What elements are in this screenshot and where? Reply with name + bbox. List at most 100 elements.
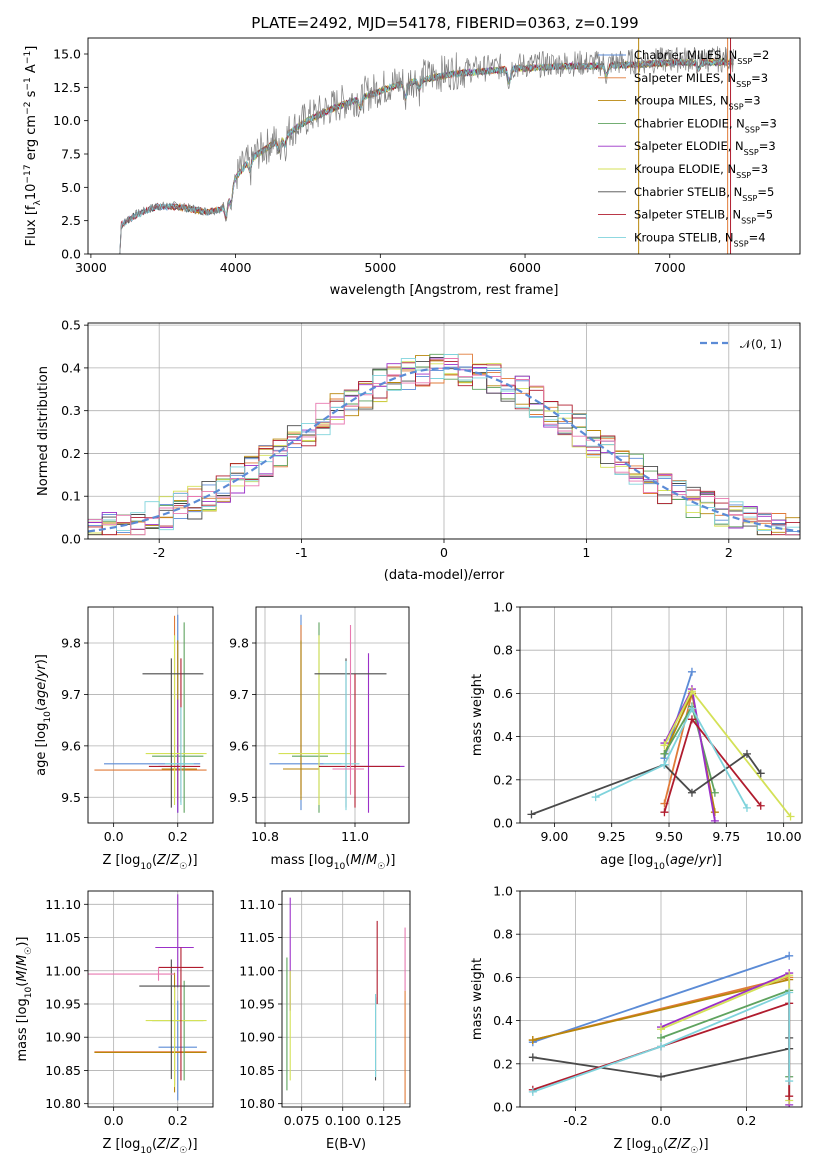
y-axis-label-part: M <box>15 955 30 966</box>
y-axis-label-part: −2 <box>23 102 33 115</box>
legend-entry-part: Kroupa STELIB, N <box>634 230 734 244</box>
y-tick-label: 10.85 <box>45 1063 81 1078</box>
plot-area-age-vs-Z <box>88 607 213 823</box>
x-axis-label-part: 10 <box>140 1146 152 1156</box>
legend-entry-part: SSP <box>734 239 749 248</box>
series-line <box>532 991 791 1093</box>
legend-entry-part: SSP <box>742 193 757 202</box>
y-tick-label: 10.95 <box>45 996 81 1011</box>
y-tick-label: 9.8 <box>229 636 249 651</box>
x-tick-label: 0.0 <box>651 1113 671 1128</box>
y-axis-label-part: Flux [f <box>24 205 39 246</box>
legend-entry: Chabrier STELIB, NSSP=5 <box>634 185 774 203</box>
x-axis-label-part: ☉ <box>179 1146 187 1156</box>
spectrum-model-kroupa-stelib <box>119 57 734 254</box>
x-tick-label: 10.8 <box>251 829 279 844</box>
legend-entry: Chabrier ELODIE, NSSP=3 <box>634 116 777 133</box>
legend-entry-part: (0, 1) <box>751 337 782 351</box>
axes-frame <box>87 606 214 824</box>
y-axis-label-part: −17 <box>23 164 33 183</box>
x-tick-label: 0.0 <box>104 1113 124 1128</box>
y-axis-label-part: age [log <box>34 723 49 776</box>
plot-area-mass-vs-EBV <box>282 891 410 1107</box>
series-point <box>657 1025 665 1034</box>
errorbar-kroupa-stelib <box>323 661 360 811</box>
y-tick-label: 0.8 <box>493 927 513 942</box>
y-tick-label: 10.85 <box>239 1063 275 1078</box>
errorbar-salpeter-elodie <box>355 653 405 813</box>
series-point <box>660 749 669 758</box>
y-axis-label-part: 10 <box>43 711 53 723</box>
x-axis-label-part: / <box>694 853 699 868</box>
y-tick-label: 0.0 <box>61 532 81 547</box>
y-tick-label: 10.80 <box>45 1096 81 1111</box>
x-axis-label-part: 10 <box>140 862 152 872</box>
frame-mass-vs-EBV: 0.075 0.100 0.125 10.80 10.85 10.90 10.95 11.00… <box>239 890 411 1152</box>
x-axis-label-part: age [log <box>600 853 653 868</box>
errorbar-chabrier-miles <box>104 614 201 813</box>
x-axis-label-part: Z <box>680 1137 691 1152</box>
x-tick-label: 0.2 <box>737 1113 757 1128</box>
figure-title: PLATE=2492, MJD=54178, FIBERID=0363, z=0… <box>251 14 638 32</box>
y-axis-label-part: age <box>34 682 49 706</box>
series-chabrier-stelib <box>527 749 765 819</box>
series-point <box>657 1042 665 1051</box>
axes-residuals: -2 -1 0 1 2 0.0 0.1 0.2 0.3 0.4 0.5 (data-model)/er… <box>36 318 801 583</box>
y-tick-label: 9.8 <box>61 636 81 651</box>
y-axis-label-part: −1 <box>23 51 33 64</box>
legend-entry-part: SSP <box>736 79 751 88</box>
x-tick-label: 0.075 <box>284 1113 320 1128</box>
x-axis-label-part: Z <box>169 853 180 868</box>
plot-area-mass-weight-vs-age <box>520 607 802 823</box>
x-axis-label-part: / <box>166 853 171 868</box>
series-kroupa-elodie <box>657 971 794 1105</box>
legend-entry: Kroupa STELIB, NSSP=4 <box>634 230 766 248</box>
legend-entry: Salpeter MILES, NSSP=3 <box>634 71 768 89</box>
y-axis-label-part: M <box>15 970 30 981</box>
series-point <box>710 816 719 823</box>
y-tick-label: 0.1 <box>61 489 81 504</box>
y-tick-label: 10.90 <box>45 1030 81 1045</box>
legend-entry-part: Salpeter MILES, N <box>634 71 736 85</box>
frame-mass-weight-vs-Z: -0.2 0.0 0.20.00.20.40.60.81.0Z [log10(Z/Z… <box>470 884 803 1156</box>
x-axis-label-part: )] <box>385 853 395 868</box>
y-axis-label: mass [log10(M/M☉)] <box>15 937 34 1062</box>
x-axis-label-part: yr <box>698 853 714 868</box>
y-tick-label: 1.0 <box>493 884 513 899</box>
x-axis-label-part: ☉ <box>377 862 385 872</box>
legend-entry-part: =3 <box>751 71 768 85</box>
x-tick-label: 2 <box>725 545 733 560</box>
x-axis-label-part: age <box>670 853 694 868</box>
errorbar-kroupa-elodie <box>145 987 207 1088</box>
y-tick-label: 7.5 <box>61 147 81 162</box>
histogram-step-9 <box>88 358 800 536</box>
legend-entry-part: =3 <box>760 116 777 130</box>
series-line <box>663 689 792 818</box>
axes-mass-vs-EBV: 0.075 0.100 0.125 10.80 10.85 10.90 10.95 11.00… <box>239 890 411 1152</box>
x-tick-label: 9.25 <box>598 829 626 844</box>
y-axis-label-part: ( <box>34 706 49 711</box>
x-axis-label: (data-model)/error <box>384 568 505 583</box>
axes-spectrum: 3000 4000 5000 6000 7000 0.0 2.5 5.0 7.5 10.0 12.5… <box>23 37 801 298</box>
x-axis-label-part: ☉ <box>690 1146 698 1156</box>
x-tick-label: 4000 <box>220 260 252 275</box>
y-axis-label-part: ☉ <box>24 947 34 955</box>
legend-entry: Salpeter STELIB, NSSP=5 <box>634 208 773 226</box>
y-tick-label: 2.5 <box>61 213 81 228</box>
frame-age-vs-Z: 0.0 0.29.59.69.79.8Z [log10(Z/Z☉)]age [lo… <box>34 606 214 872</box>
x-axis-label-part: Z <box>156 1137 167 1152</box>
x-tick-label: -2 <box>153 545 165 560</box>
x-tick-label: 0.0 <box>104 829 124 844</box>
errorbar-kroupa-elodie <box>145 635 207 805</box>
x-tick-label: 9.00 <box>540 829 568 844</box>
errorbar-chabrier-stelib <box>142 658 204 808</box>
legend-entry-part: Salpeter STELIB, N <box>634 208 741 222</box>
series-point <box>785 1092 794 1101</box>
y-axis-label-part: yr <box>34 663 49 679</box>
errorbar-kroupa-elodie <box>278 635 351 805</box>
x-tick-label: 5000 <box>364 260 396 275</box>
x-axis-label-part: Z <box>667 1137 678 1152</box>
y-tick-label: 1.0 <box>493 600 513 615</box>
x-tick-label: 10.00 <box>766 829 802 844</box>
y-tick-label: 11.05 <box>239 930 275 945</box>
